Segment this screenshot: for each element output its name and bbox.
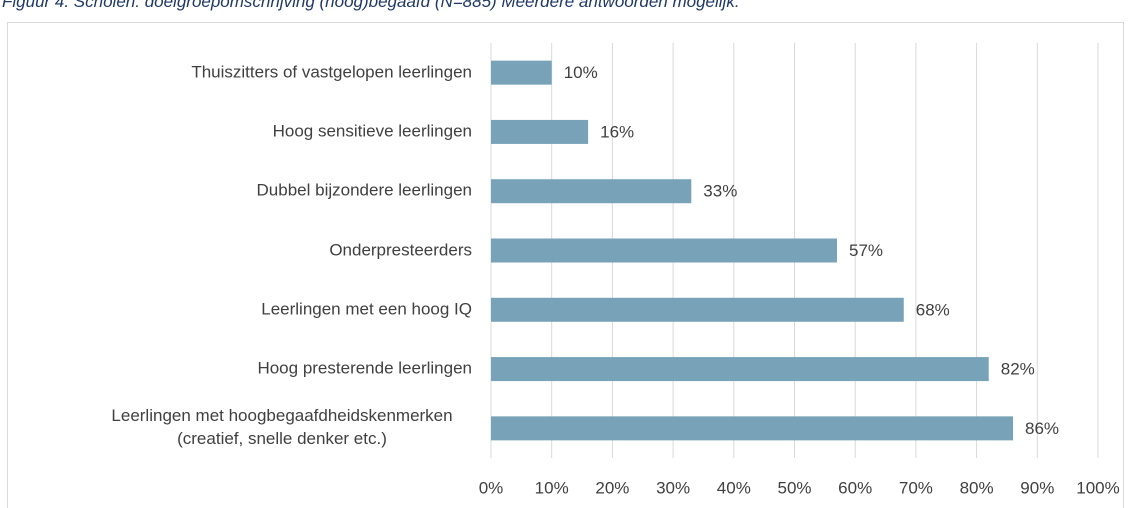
y-tick-label: Onderpresteerders (329, 240, 472, 260)
bar (491, 416, 1014, 441)
chart-title: Figuur 4. Scholen: doelgroepomschrijving… (2, 0, 740, 11)
y-tick-label: Leerlingen met een hoog IQ (261, 299, 472, 319)
y-tick-label-box: Thuiszitters of vastgelopen leerlingen (191, 61, 472, 84)
y-tick-label-box: Dubbel bijzondere leerlingen (257, 180, 472, 203)
x-tick-label: 80% (960, 478, 994, 497)
x-tick-label: 20% (595, 478, 629, 497)
data-label: 86% (1025, 419, 1059, 438)
x-tick-label: 30% (656, 478, 690, 497)
data-label: 16% (600, 122, 634, 141)
y-tick-label-box: Leerlingen met een hoog IQ (261, 298, 472, 321)
bar (491, 357, 989, 382)
y-tick-label-box: Leerlingen met hoogbegaafdheidskenmerken… (92, 405, 472, 451)
x-tick-label: 60% (838, 478, 872, 497)
x-tick-label: 100% (1076, 478, 1119, 497)
data-label: 68% (916, 300, 950, 319)
y-tick-label-box: Onderpresteerders (329, 239, 472, 262)
y-tick-label: Hoog presterende leerlingen (257, 358, 472, 378)
y-tick-label: Thuiszitters of vastgelopen leerlingen (191, 62, 472, 82)
x-tick-label: 90% (1020, 478, 1054, 497)
y-tick-label-box: Hoog sensitieve leerlingen (273, 120, 472, 143)
bar (491, 179, 692, 204)
y-tick-label-box: Hoog presterende leerlingen (257, 358, 472, 381)
x-tick-label: 0% (479, 478, 504, 497)
chart-border (7, 22, 1124, 508)
bar (491, 119, 589, 144)
x-tick-label: 40% (717, 478, 751, 497)
y-tick-label: Leerlingen met hoogbegaafdheidskenmerken… (111, 406, 453, 449)
data-label: 33% (703, 182, 737, 201)
x-tick-label: 50% (777, 478, 811, 497)
x-tick-label: 70% (899, 478, 933, 497)
bar (491, 297, 904, 322)
y-tick-label: Dubbel bijzondere leerlingen (256, 180, 472, 200)
data-label: 10% (564, 63, 598, 82)
bar (491, 238, 837, 263)
data-label: 82% (1001, 360, 1035, 379)
y-tick-label: Hoog sensitieve leerlingen (272, 121, 472, 141)
data-label: 57% (849, 241, 883, 260)
x-tick-label: 10% (535, 478, 569, 497)
bar (491, 60, 552, 85)
